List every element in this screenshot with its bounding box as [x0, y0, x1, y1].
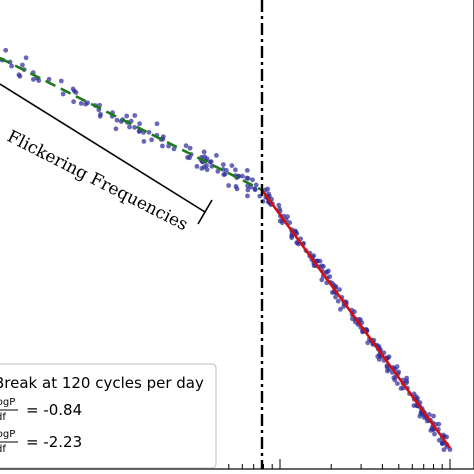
legend-denominator-2: df [0, 444, 6, 455]
data-point [245, 176, 251, 181]
fit-line-low-frequency [0, 56, 263, 192]
data-point [71, 99, 76, 105]
data-point [16, 72, 22, 78]
data-point [23, 55, 29, 61]
data-point [201, 164, 207, 170]
legend-numerator-2: logP [0, 429, 15, 440]
data-point [187, 155, 192, 161]
data-point [289, 233, 295, 239]
data-point [404, 378, 409, 384]
flickering-bracket [0, 83, 213, 225]
data-point [160, 143, 165, 149]
data-point [9, 63, 15, 69]
data-point [352, 309, 357, 315]
data-point [215, 168, 221, 174]
data-point [234, 186, 240, 192]
data-point [394, 364, 400, 369]
data-point [183, 143, 189, 149]
data-point [222, 171, 228, 177]
data-point [194, 164, 200, 169]
data-point [244, 168, 250, 173]
data-point [98, 111, 103, 117]
data-point [239, 173, 245, 179]
data-point [132, 113, 138, 118]
data-point [285, 214, 290, 220]
data-point [276, 202, 282, 208]
data-point [252, 186, 258, 192]
data-point [233, 167, 238, 173]
data-point [132, 125, 138, 130]
data-point [250, 177, 255, 183]
data-point [245, 193, 250, 199]
data-point [70, 86, 76, 92]
data-point [431, 413, 436, 419]
data-point [287, 220, 293, 226]
data-point [114, 117, 120, 123]
flickering-frequencies-label: Flickering Frequencies [4, 127, 191, 236]
legend-title: Break at 120 cycles per day [0, 374, 204, 392]
data-point [384, 364, 390, 370]
data-point [36, 78, 42, 83]
data-point [127, 124, 132, 130]
legend-slope-low: = -0.84 [26, 401, 82, 419]
data-point [146, 129, 152, 135]
data-point [124, 113, 130, 119]
data-point [141, 139, 147, 144]
data-point [395, 381, 400, 386]
data-point [3, 47, 9, 53]
data-point [245, 187, 251, 193]
data-point [149, 137, 155, 143]
data-point [391, 375, 397, 381]
data-point [78, 101, 84, 106]
data-point [208, 159, 214, 165]
data-point [253, 182, 259, 188]
data-point [31, 77, 36, 82]
data-point [154, 121, 160, 127]
data-point [60, 91, 66, 97]
data-point [436, 437, 442, 443]
data-point [202, 154, 208, 160]
data-point [324, 269, 330, 275]
data-point [46, 76, 52, 82]
data-point [365, 340, 371, 346]
data-point [201, 149, 207, 155]
data-point [444, 434, 449, 440]
data-point [73, 90, 79, 95]
data-point [226, 183, 232, 188]
data-point [321, 264, 326, 269]
legend: Break at 120 cycles per day logP df = -0… [0, 363, 217, 469]
legend-box [0, 363, 217, 469]
data-point [385, 368, 390, 374]
legend-numerator-1: logP [0, 397, 15, 408]
data-point [83, 101, 88, 107]
data-point [224, 168, 229, 173]
data-point [319, 277, 325, 283]
data-point [429, 426, 435, 432]
data-point [214, 153, 219, 158]
data-point [432, 431, 437, 437]
data-point [220, 162, 226, 168]
fit-line-high-frequency [260, 189, 452, 449]
data-point [137, 121, 143, 127]
data-point [20, 62, 25, 68]
legend-slope-high: = -2.23 [26, 433, 82, 451]
data-point [415, 395, 420, 401]
data-point [58, 78, 64, 84]
data-point [187, 145, 193, 151]
data-point [338, 306, 343, 312]
legend-denominator-1: df [0, 412, 6, 423]
data-point [358, 317, 363, 322]
data-point [440, 441, 445, 446]
data-point [335, 298, 341, 304]
data-point [337, 287, 342, 292]
data-point [441, 447, 447, 453]
data-point [113, 126, 119, 132]
data-point [333, 294, 338, 300]
data-point [229, 163, 235, 169]
